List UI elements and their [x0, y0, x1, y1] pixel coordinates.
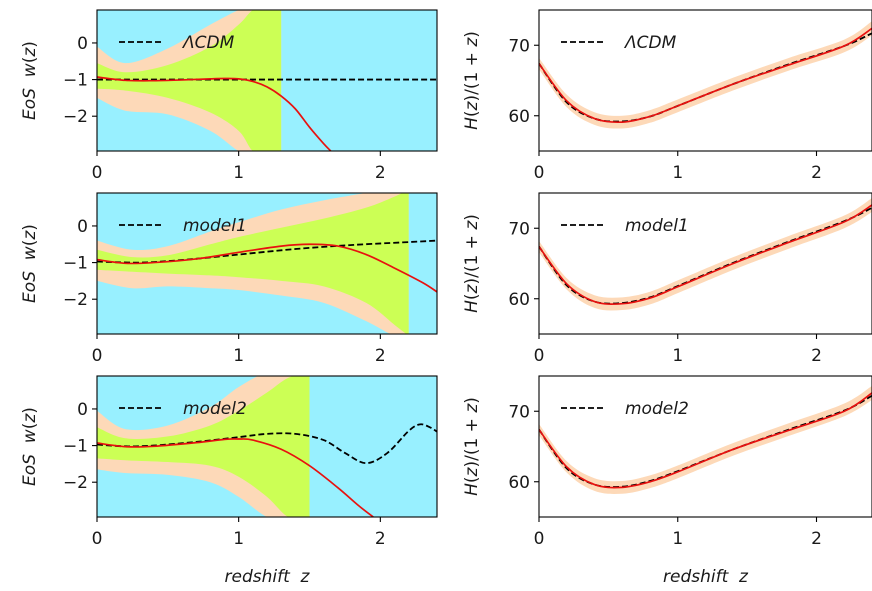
y-tick-label: 60 [508, 473, 530, 493]
x-tick-label: 2 [375, 529, 386, 549]
x-tick-label: 1 [233, 346, 244, 366]
x-tick-label: 0 [534, 529, 545, 549]
confidence-band-band [539, 385, 872, 495]
reconstruction-curve [97, 243, 437, 293]
confidence-band-band [539, 21, 872, 129]
axes-frame [96, 9, 438, 152]
x-axis-label: redshift z [225, 567, 311, 587]
axes-frame [96, 192, 438, 335]
plot-area [539, 197, 872, 311]
legend-label: model2 [625, 399, 689, 419]
confidence-band-band [539, 197, 872, 311]
y-tick-label: 0 [77, 34, 88, 54]
x-tick-label: 1 [672, 529, 683, 549]
panel-h-model2: 0 1 2 60 70 H(z)/(1 + z) redshift z model2 [462, 375, 872, 587]
axes-frame [538, 9, 872, 152]
y-tick-label: −1 [63, 71, 88, 91]
legend-label: model1 [625, 216, 689, 236]
x-tick-label: 2 [811, 529, 822, 549]
panel-h-lcdm: 0 1 2 60 70 H(z)/(1 + z) ΛCDM [462, 9, 872, 183]
y-tick-label: −1 [63, 437, 88, 457]
model-curve-dashed [539, 206, 872, 305]
y-axis-label: EoS w(z) [20, 224, 40, 303]
panel-w-model1: 0 1 2 0 −1 −2 EoS w(z) model1 [20, 192, 438, 366]
axes-frame [538, 375, 872, 518]
panel-w-lcdm: 0 1 2 0 −1 −2 EoS w(z) ΛCDM [20, 9, 438, 183]
y-tick-label: 70 [508, 36, 530, 56]
plot-area [97, 376, 437, 517]
y-tick-label: −2 [63, 290, 88, 310]
x-axis-label: redshift z [663, 567, 749, 587]
y-tick-label: −1 [63, 254, 88, 274]
axes-frame [538, 192, 872, 335]
reconstruction-curve [97, 76, 332, 151]
y-tick-label: −2 [63, 107, 88, 127]
confidence-band-1-sigma [97, 376, 310, 517]
y-tick-label: 60 [508, 290, 530, 310]
y-tick-label: 60 [508, 107, 530, 127]
x-tick-label: 2 [811, 163, 822, 183]
y-tick-label: −2 [63, 473, 88, 493]
plot-area [97, 193, 437, 334]
x-tick-label: 0 [92, 529, 103, 549]
plot-area [539, 385, 872, 495]
axes-frame [96, 375, 438, 518]
reconstruction-curve [539, 27, 872, 124]
y-axis-label: H(z)/(1 + z) [462, 214, 482, 313]
x-tick-label: 2 [375, 346, 386, 366]
legend-label: ΛCDM [181, 33, 235, 53]
y-axis-label: H(z)/(1 + z) [462, 397, 482, 496]
x-tick-label: 0 [92, 163, 103, 183]
model-curve-dashed [539, 32, 872, 123]
x-tick-label: 2 [811, 346, 822, 366]
x-tick-label: 2 [375, 163, 386, 183]
legend-label: model1 [183, 216, 247, 236]
y-tick-label: 0 [77, 400, 88, 420]
x-tick-label: 0 [534, 346, 545, 366]
panel-h-model1: 0 1 2 60 70 H(z)/(1 + z) model1 [462, 192, 872, 366]
x-tick-label: 1 [233, 163, 244, 183]
y-axis-label: EoS w(z) [20, 407, 40, 486]
legend-label: model2 [183, 399, 247, 419]
plot-area [97, 10, 437, 151]
reconstruction-curve [97, 438, 374, 517]
reconstruction-curve [539, 392, 872, 489]
panel-w-model2: 0 1 2 0 −1 −2 EoS w(z) redshift z model2 [20, 375, 438, 587]
x-tick-label: 0 [534, 163, 545, 183]
y-tick-label: 70 [508, 219, 530, 239]
reconstruction-curve [539, 204, 872, 305]
legend-label: ΛCDM [623, 33, 677, 53]
model-curve-dashed [539, 394, 872, 488]
y-axis-label: H(z)/(1 + z) [462, 31, 482, 130]
plot-area [539, 21, 872, 129]
y-tick-label: 70 [508, 402, 530, 422]
y-tick-label: 0 [77, 217, 88, 237]
x-tick-label: 1 [672, 346, 683, 366]
y-axis-label: EoS w(z) [20, 41, 40, 120]
confidence-band-1-sigma [97, 193, 409, 334]
x-tick-label: 1 [233, 529, 244, 549]
x-tick-label: 0 [92, 346, 103, 366]
x-tick-label: 1 [672, 163, 683, 183]
